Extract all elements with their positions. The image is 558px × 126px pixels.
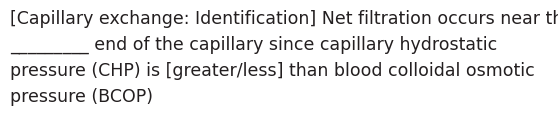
- Text: pressure (CHP) is [greater/less] than blood colloidal osmotic: pressure (CHP) is [greater/less] than bl…: [10, 62, 535, 80]
- Text: [Capillary exchange: Identification] Net filtration occurs near the: [Capillary exchange: Identification] Net…: [10, 10, 558, 28]
- Text: _________ end of the capillary since capillary hydrostatic: _________ end of the capillary since cap…: [10, 36, 497, 54]
- Text: pressure (BCOP): pressure (BCOP): [10, 88, 153, 106]
